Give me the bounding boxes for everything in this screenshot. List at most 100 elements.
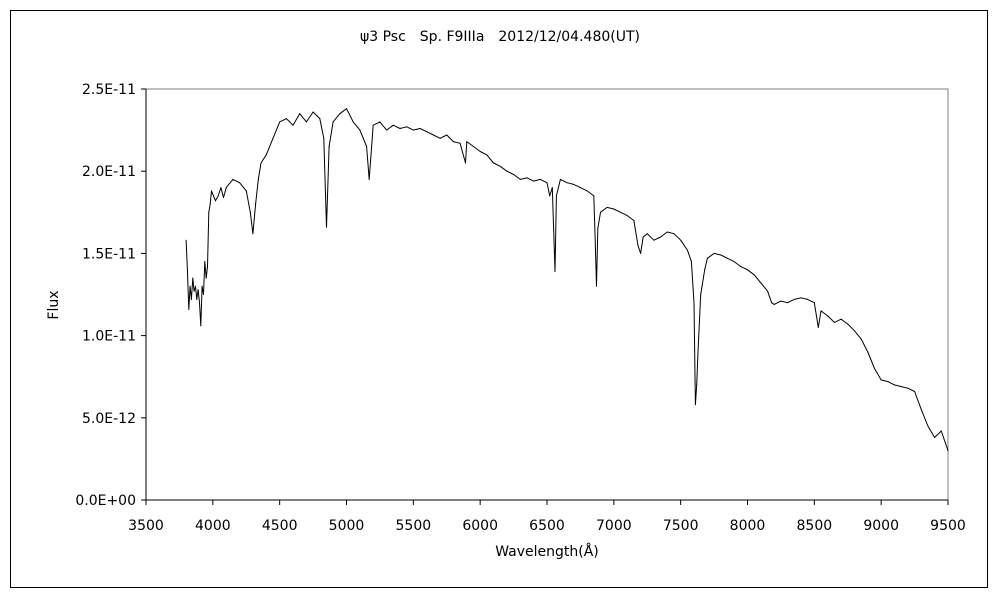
data-point	[185, 239, 187, 241]
data-point	[900, 386, 902, 388]
data-point	[201, 285, 203, 287]
data-point	[217, 195, 219, 197]
data-point	[272, 137, 274, 139]
data-point	[696, 384, 698, 386]
data-point	[223, 197, 224, 198]
data-point	[566, 182, 568, 184]
data-point	[299, 113, 301, 115]
data-point	[573, 183, 575, 185]
data-point	[807, 298, 809, 300]
data-point	[372, 124, 374, 126]
data-point	[673, 233, 675, 235]
data-point	[940, 430, 942, 432]
y-tick-label: 2.0E-11	[82, 164, 136, 180]
data-point	[740, 266, 742, 268]
data-point	[207, 266, 208, 268]
data-point	[686, 249, 688, 251]
data-point	[459, 142, 461, 144]
data-point	[220, 187, 222, 189]
data-point	[693, 302, 695, 304]
data-point	[559, 178, 561, 180]
data-point	[209, 203, 211, 205]
data-point	[319, 118, 321, 120]
data-point	[305, 121, 307, 123]
data-point	[186, 269, 188, 271]
data-point	[279, 121, 281, 123]
data-point	[860, 338, 862, 340]
data-point	[533, 180, 535, 182]
data-point	[947, 450, 949, 452]
data-point	[232, 178, 234, 180]
data-point	[597, 228, 599, 230]
data-point	[713, 252, 715, 254]
data-point	[257, 178, 259, 180]
data-point	[853, 330, 855, 332]
x-tick-label: 8000	[730, 518, 766, 534]
data-point	[827, 315, 829, 317]
x-tick-label: 5500	[396, 518, 432, 534]
data-point	[193, 290, 195, 292]
data-point	[666, 231, 668, 233]
data-point	[700, 294, 702, 295]
data-point	[646, 233, 648, 235]
data-point	[817, 326, 819, 328]
data-point	[346, 108, 347, 110]
data-point	[549, 195, 551, 197]
data-point	[249, 211, 251, 213]
chart-frame	[10, 10, 988, 588]
data-point	[205, 277, 207, 279]
data-point	[386, 129, 388, 131]
data-point	[466, 141, 468, 143]
x-tick-label: 6500	[529, 518, 565, 534]
data-point	[800, 297, 802, 299]
data-point	[773, 303, 775, 305]
x-tick-label: 3500	[128, 518, 164, 534]
data-point	[379, 121, 381, 123]
data-point	[432, 134, 434, 136]
data-point	[196, 298, 198, 300]
data-point	[412, 129, 414, 131]
data-point	[192, 277, 194, 279]
data-point	[479, 151, 481, 152]
data-point	[211, 190, 212, 192]
data-point	[212, 193, 214, 195]
x-tick-label: 4000	[195, 518, 231, 534]
data-point	[833, 321, 835, 323]
y-tick-label: 0.0E+00	[75, 493, 136, 509]
y-axis-label: Flux	[46, 290, 62, 319]
data-point	[613, 208, 615, 210]
data-point	[660, 236, 662, 238]
data-point	[546, 182, 548, 184]
data-point	[190, 298, 192, 300]
data-point	[189, 285, 191, 287]
data-point	[640, 252, 642, 254]
data-point	[579, 187, 581, 189]
data-point	[642, 236, 644, 238]
data-point	[653, 239, 655, 241]
data-point	[680, 239, 682, 241]
data-point	[637, 244, 639, 246]
data-point	[285, 118, 287, 120]
data-point	[787, 302, 789, 304]
data-point	[555, 195, 557, 197]
data-point	[554, 271, 556, 272]
data-point	[880, 379, 882, 381]
data-point	[323, 137, 325, 139]
data-point	[204, 261, 206, 263]
data-point	[292, 124, 294, 126]
data-point	[200, 325, 202, 327]
data-point	[593, 195, 595, 197]
data-point	[368, 178, 370, 180]
data-point	[526, 177, 528, 179]
data-point	[813, 302, 815, 304]
data-point	[328, 146, 330, 147]
data-point	[493, 162, 494, 164]
data-point	[720, 254, 722, 256]
data-point	[197, 289, 199, 291]
data-point	[419, 128, 421, 129]
x-axis-label: Wavelength(Å)	[495, 543, 599, 560]
data-point	[733, 261, 735, 263]
data-point	[620, 211, 621, 213]
data-point	[767, 290, 769, 292]
